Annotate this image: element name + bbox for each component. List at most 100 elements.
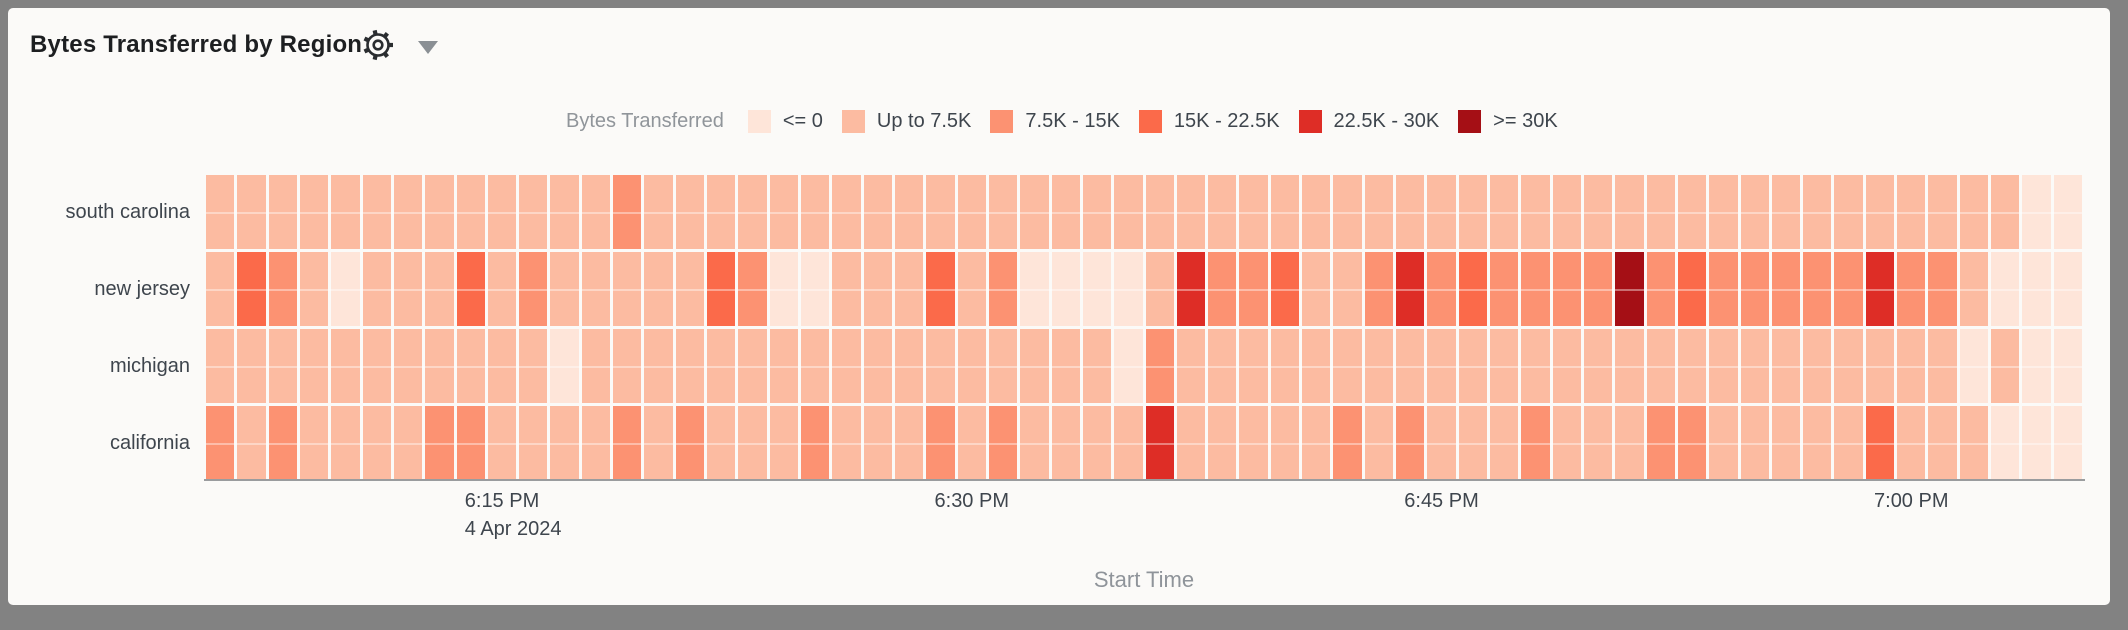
- heatmap-cell[interactable]: [1709, 406, 1738, 480]
- heatmap-cell[interactable]: [1270, 252, 1300, 326]
- heatmap-cell[interactable]: [1396, 175, 1425, 249]
- heatmap-cell[interactable]: [487, 406, 517, 480]
- heatmap-cell[interactable]: [1740, 175, 1769, 249]
- heatmap-cell[interactable]: [926, 175, 955, 249]
- heatmap-cell[interactable]: [1677, 252, 1707, 326]
- heatmap-cell[interactable]: [1646, 175, 1675, 249]
- heatmap-cell[interactable]: [801, 406, 830, 480]
- heatmap-cell[interactable]: [1239, 252, 1268, 326]
- heatmap-cell[interactable]: [487, 175, 517, 249]
- heatmap-cell[interactable]: [1646, 252, 1675, 326]
- heatmap-cell[interactable]: [675, 252, 705, 326]
- heatmap-cell[interactable]: [331, 329, 360, 403]
- heatmap-cell[interactable]: [1646, 406, 1675, 480]
- heatmap-cell[interactable]: [1114, 175, 1143, 249]
- heatmap-cell[interactable]: [1302, 329, 1331, 403]
- heatmap-cell[interactable]: [1020, 175, 1049, 249]
- heatmap-cell[interactable]: [519, 406, 548, 480]
- heatmap-cell[interactable]: [1051, 175, 1080, 249]
- heatmap-cell[interactable]: [1803, 175, 1832, 249]
- heatmap-cell[interactable]: [299, 406, 329, 480]
- heatmap-cell[interactable]: [2022, 406, 2051, 480]
- heatmap-cell[interactable]: [707, 329, 736, 403]
- heatmap-cell[interactable]: [2053, 406, 2082, 480]
- heatmap-cell[interactable]: [1396, 329, 1425, 403]
- heatmap-cell[interactable]: [487, 252, 517, 326]
- heatmap-cell[interactable]: [393, 175, 423, 249]
- heatmap-cell[interactable]: [832, 329, 861, 403]
- heatmap-cell[interactable]: [1145, 252, 1174, 326]
- heatmap-cell[interactable]: [299, 175, 329, 249]
- heatmap-cell[interactable]: [2053, 329, 2082, 403]
- heatmap-cell[interactable]: [1145, 175, 1174, 249]
- heatmap-cell[interactable]: [2053, 252, 2082, 326]
- heatmap-cell[interactable]: [957, 329, 986, 403]
- heatmap-cell[interactable]: [1959, 252, 1989, 326]
- heatmap-cell[interactable]: [1270, 329, 1300, 403]
- heatmap-cell[interactable]: [1176, 175, 1206, 249]
- heatmap-cell[interactable]: [926, 406, 955, 480]
- heatmap-cell[interactable]: [1959, 329, 1989, 403]
- heatmap-cell[interactable]: [1145, 329, 1174, 403]
- heatmap-cell[interactable]: [1489, 329, 1519, 403]
- heatmap-cell[interactable]: [1928, 329, 1957, 403]
- heatmap-cell[interactable]: [644, 406, 673, 480]
- heatmap-cell[interactable]: [1427, 329, 1456, 403]
- heatmap-cell[interactable]: [1239, 329, 1268, 403]
- heatmap-cell[interactable]: [1239, 175, 1268, 249]
- heatmap-cell[interactable]: [1709, 329, 1738, 403]
- heatmap-cell[interactable]: [1270, 175, 1300, 249]
- heatmap-cell[interactable]: [362, 406, 391, 480]
- heatmap-cell[interactable]: [1208, 175, 1237, 249]
- heatmap-cell[interactable]: [1709, 175, 1738, 249]
- heatmap-cell[interactable]: [1521, 175, 1550, 249]
- heatmap-cell[interactable]: [988, 406, 1018, 480]
- heatmap-cell[interactable]: [1458, 252, 1487, 326]
- heatmap-cell[interactable]: [1020, 329, 1049, 403]
- heatmap-cell[interactable]: [1991, 329, 2020, 403]
- settings-button[interactable]: [358, 26, 398, 66]
- heatmap-cell[interactable]: [1646, 329, 1675, 403]
- heatmap-cell[interactable]: [1051, 252, 1080, 326]
- heatmap-cell[interactable]: [1552, 406, 1581, 480]
- heatmap-cell[interactable]: [268, 406, 297, 480]
- heatmap-cell[interactable]: [1521, 406, 1550, 480]
- heatmap-cell[interactable]: [1865, 329, 1895, 403]
- heatmap-cell[interactable]: [456, 252, 485, 326]
- heatmap-cell[interactable]: [1082, 175, 1112, 249]
- heatmap-cell[interactable]: [581, 329, 611, 403]
- heatmap-cell[interactable]: [237, 175, 266, 249]
- heatmap-cell[interactable]: [1489, 406, 1519, 480]
- heatmap-cell[interactable]: [2022, 329, 2051, 403]
- heatmap-cell[interactable]: [1333, 175, 1362, 249]
- heatmap-cell[interactable]: [738, 252, 767, 326]
- heatmap-cell[interactable]: [519, 175, 548, 249]
- heatmap-cell[interactable]: [1051, 329, 1080, 403]
- heatmap-cell[interactable]: [644, 252, 673, 326]
- heatmap-cell[interactable]: [1677, 406, 1707, 480]
- heatmap-cell[interactable]: [1458, 406, 1487, 480]
- heatmap-cell[interactable]: [1302, 406, 1331, 480]
- heatmap-cell[interactable]: [550, 175, 579, 249]
- heatmap-cell[interactable]: [268, 175, 297, 249]
- heatmap-cell[interactable]: [707, 175, 736, 249]
- heatmap-cell[interactable]: [894, 406, 924, 480]
- heatmap-cell[interactable]: [1082, 329, 1112, 403]
- heatmap-cell[interactable]: [1396, 406, 1425, 480]
- heatmap-cell[interactable]: [456, 406, 485, 480]
- heatmap-cell[interactable]: [1364, 329, 1394, 403]
- legend-item[interactable]: 15K - 22.5K: [1138, 109, 1280, 133]
- heatmap-cell[interactable]: [1208, 252, 1237, 326]
- heatmap-cell[interactable]: [550, 406, 579, 480]
- panel-menu-button[interactable]: [414, 32, 442, 60]
- heatmap-cell[interactable]: [988, 252, 1018, 326]
- heatmap-cell[interactable]: [1771, 252, 1801, 326]
- heatmap-cell[interactable]: [1959, 406, 1989, 480]
- heatmap-cell[interactable]: [2022, 175, 2051, 249]
- heatmap-cell[interactable]: [1991, 175, 2020, 249]
- heatmap-cell[interactable]: [331, 406, 360, 480]
- legend-item[interactable]: 7.5K - 15K: [990, 109, 1120, 133]
- heatmap-cell[interactable]: [1333, 406, 1362, 480]
- heatmap-cell[interactable]: [926, 252, 955, 326]
- heatmap-cell[interactable]: [613, 175, 642, 249]
